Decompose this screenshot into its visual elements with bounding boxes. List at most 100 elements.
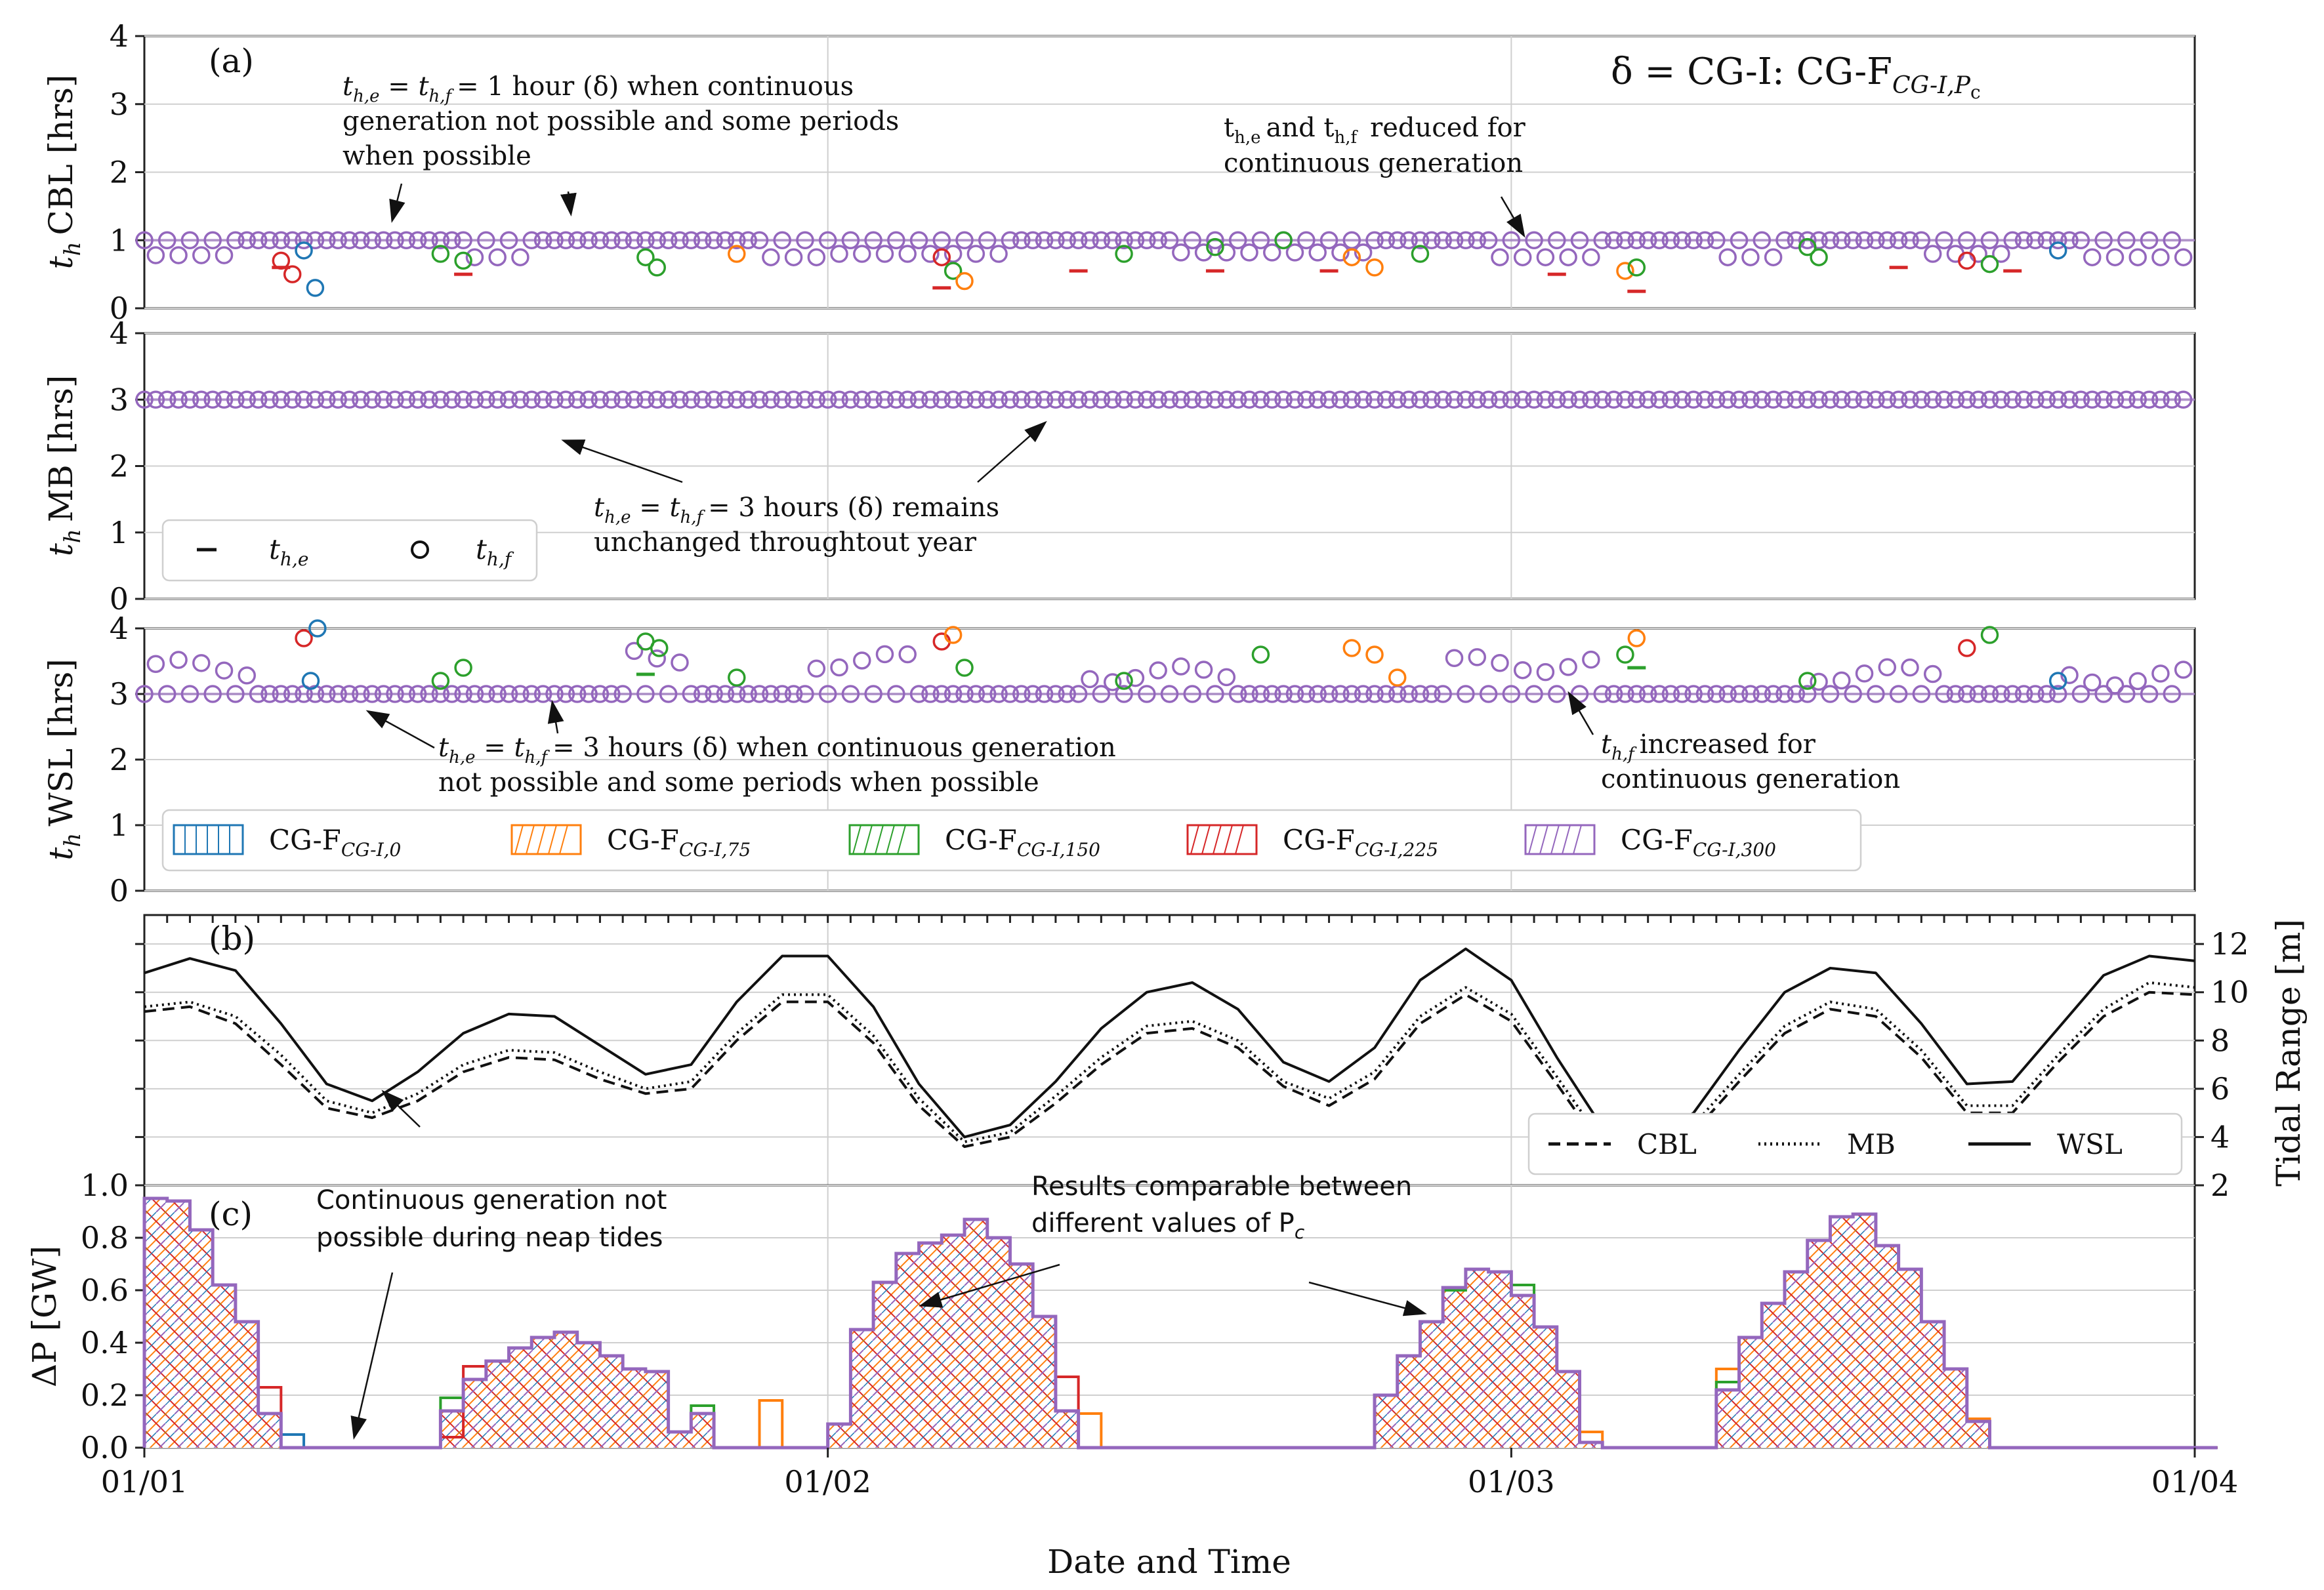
mb-arrow-1: [561, 439, 683, 483]
wsl-point: [671, 653, 689, 672]
cbl-point: [853, 245, 871, 263]
wsl-point: [1217, 668, 1236, 687]
cg-legend-label-sub: CG-I,75: [679, 839, 751, 861]
panel-cbl: 0 1 2 3 4 (a) δ = CG-I: CG-FCG-I,Pc th,e = t…: [110, 18, 2196, 326]
cg-legend-hatch: [1235, 825, 1244, 855]
cg-legend-hatch: [1562, 825, 1571, 855]
dp-bar-fill: [1465, 1269, 1489, 1448]
dp-bar-fill: [668, 1432, 692, 1448]
cbl-outlier: [1810, 248, 1828, 266]
dp-ytick-label: 0.2: [81, 1377, 129, 1413]
tidal-series-mb: [144, 981, 2195, 1160]
cg-legend-swatch: [173, 824, 244, 855]
dp-bar-fill: [1807, 1240, 1831, 1448]
wsl-arrow-2: [547, 700, 564, 734]
cg-legend-hatch: [863, 825, 873, 855]
tidal-ytick-label: 8: [2210, 1023, 2230, 1058]
wsl-point: [1582, 650, 1600, 669]
cbl-point: [488, 248, 507, 266]
mb-ytick-label: 0: [110, 581, 129, 617]
wsl-annotation-2: th,f increased for: [1601, 729, 1816, 764]
panel-c: 0.0 0.2 0.4 0.6 0.8 1.0 (c) Continuous genera…: [81, 1168, 2218, 1465]
cbl-arrow-2: [560, 191, 577, 216]
cbl-point: [2151, 248, 2170, 266]
wsl-ytick-label: 4: [110, 611, 129, 646]
wsl-ylabel-rest: WSL [hrs]: [42, 659, 80, 826]
cg-legend: [161, 809, 1862, 872]
panel-b: 2 4 6 8 10 12 (b) CBL MB WSL: [135, 914, 2249, 1203]
mb-ylabel-sub: h: [60, 529, 86, 543]
cg-legend-hatch: [1539, 825, 1548, 855]
wsl-point: [2106, 676, 2125, 695]
panel-b-tag: (b): [209, 920, 255, 958]
dp-bar-fill: [919, 1243, 942, 1448]
cg-legend-label: CG-FCG-I,225: [1283, 824, 1438, 861]
cbl-outlier: [431, 245, 450, 263]
dp-bar-fill: [258, 1414, 281, 1448]
cbl-outlier: [1115, 245, 1133, 263]
cbl-point: [1582, 248, 1600, 266]
wsl-outlier: [301, 672, 320, 690]
cbl-point: [146, 246, 165, 264]
cbl-point: [1172, 243, 1190, 262]
cg-legend-hatch: [1201, 825, 1211, 855]
cg-legend-label: CG-FCG-I,75: [607, 824, 751, 861]
panel-a-tag: (a): [209, 42, 254, 80]
wsl-point: [648, 649, 666, 668]
mb-ytick-label: 4: [110, 316, 129, 351]
cbl-ytick-label: 3: [110, 87, 129, 122]
neap-arrow: [350, 1272, 394, 1440]
cbl-outlier: [295, 241, 313, 260]
cg-legend-label-sub: CG-I,0: [341, 839, 402, 861]
wsl-point: [1126, 668, 1145, 687]
dp-bar-fill: [1488, 1272, 1512, 1448]
wsl-outlier: [295, 629, 313, 647]
dp-bar-fill: [827, 1424, 851, 1448]
wsl-point: [2083, 673, 2102, 692]
cbl-annotation-1: th,e = th,f = 1 hour (δ) when continuous: [342, 71, 854, 106]
dp-bar-fill: [1898, 1269, 1922, 1448]
cg-legend-hatch: [1573, 825, 1582, 855]
mb-ylabel-rest: MB [hrs]: [42, 375, 80, 523]
cbl-outlier: [1616, 262, 1634, 280]
cg-legend-hatch: [1550, 825, 1560, 855]
cg-legend-label-main: CG-F: [1621, 824, 1693, 856]
dp-bar-fill: [645, 1372, 669, 1448]
comparable-annotation-a: Results comparable between: [1031, 1172, 1412, 1202]
cbl-point: [465, 248, 484, 266]
dp-bar-fill: [213, 1285, 236, 1448]
dp-bar-fill: [623, 1369, 646, 1448]
cbl-point: [875, 245, 894, 263]
wsl-ylabel: th WSL [hrs]: [42, 659, 86, 861]
wsl-outlier: [2048, 672, 2067, 690]
cbl-point: [830, 245, 848, 263]
wsl-point: [2174, 661, 2193, 679]
panel-c-tag: (c): [209, 1195, 253, 1233]
wsl-outlier: [728, 668, 746, 687]
comparable-arrow-1: [919, 1263, 1060, 1308]
dp-bar-fill: [1830, 1217, 1854, 1448]
dp-bar-fill: [965, 1219, 987, 1448]
x-tick-label: 01/03: [1468, 1464, 1555, 1499]
x-axis-ticks: 01/01 01/02 01/03 01/04: [101, 915, 2238, 1499]
dp-bar-fill: [1534, 1327, 1557, 1448]
wsl-ylabel-sub: h: [60, 833, 86, 847]
wsl-outlier: [431, 672, 450, 690]
dp-bar-fill: [1443, 1288, 1466, 1448]
dp-bar-fill: [1853, 1214, 1876, 1448]
cbl-point: [511, 248, 529, 266]
cg-legend-hatch: [1190, 825, 1199, 855]
wsl-point: [1149, 661, 1167, 680]
cbl-ytick-label: 4: [110, 18, 129, 54]
cbl-outlier: [2048, 241, 2067, 260]
cg-legend-swatch: [1186, 824, 1258, 855]
cg-legend-hatch: [852, 825, 861, 855]
cbl-outlier: [1342, 248, 1361, 266]
cbl-point: [1217, 243, 1236, 262]
wsl-ylabel-t: t: [42, 847, 80, 861]
tidal-legend-label: MB: [1847, 1128, 1896, 1160]
cg-legend-swatch: [1524, 824, 1596, 855]
dp-bar-fill: [554, 1332, 577, 1448]
tidal-ytick-label: 4: [2210, 1119, 2230, 1154]
comparable-arrow-2: [1308, 1281, 1427, 1316]
